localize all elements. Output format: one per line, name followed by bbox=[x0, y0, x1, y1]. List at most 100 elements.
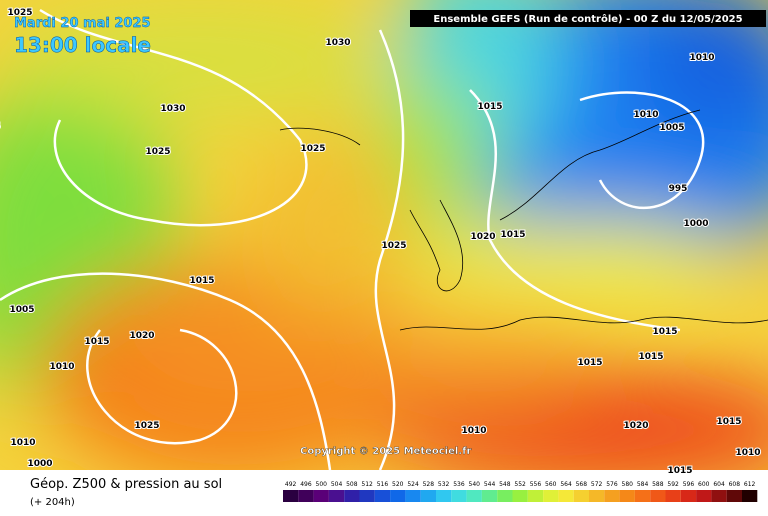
legend-label: 604 bbox=[713, 481, 725, 488]
legend-label: 504 bbox=[331, 481, 343, 488]
isobar-label: 1025 bbox=[381, 241, 406, 251]
legend-label: 508 bbox=[346, 481, 358, 488]
legend-label: 612 bbox=[744, 481, 756, 488]
legend-label: 564 bbox=[560, 481, 572, 488]
legend-label: 600 bbox=[698, 481, 710, 488]
isobar-label: 1025 bbox=[0, 122, 1, 132]
legend-swatch bbox=[634, 490, 651, 502]
legend-label: 572 bbox=[591, 481, 603, 488]
copyright: Copyright © 2025 Meteociel.fr bbox=[300, 446, 471, 457]
legend-swatch bbox=[527, 490, 544, 502]
isobar-label: 1015 bbox=[652, 327, 677, 337]
legend-swatch bbox=[359, 490, 375, 502]
run-box bbox=[410, 10, 766, 27]
legend-swatch bbox=[328, 490, 345, 502]
legend-swatch bbox=[420, 490, 436, 502]
legend-label: 596 bbox=[683, 481, 695, 488]
coastlines bbox=[279, 109, 768, 331]
isobar-label: 1025 bbox=[134, 421, 159, 431]
isobar-label: 995 bbox=[669, 184, 688, 194]
isobar-label: 1015 bbox=[667, 466, 692, 476]
legend-swatch bbox=[589, 490, 605, 502]
legend-label: 580 bbox=[622, 481, 634, 488]
isobar-label: 1005 bbox=[659, 123, 684, 133]
legend-swatch bbox=[497, 490, 513, 502]
isobar-label: 1020 bbox=[623, 421, 648, 431]
time-label: 13:00 locale bbox=[14, 33, 151, 57]
isobar-label: 1015 bbox=[500, 230, 525, 240]
legend-label: 544 bbox=[484, 481, 496, 488]
isobar-label: 1015 bbox=[189, 276, 214, 286]
legend-swatch bbox=[512, 490, 528, 502]
isobar-label: 1015 bbox=[638, 352, 663, 362]
legend-swatch bbox=[405, 490, 421, 502]
legend-label: 584 bbox=[637, 481, 649, 488]
legend-swatch bbox=[573, 490, 589, 502]
isobar-label: 1005 bbox=[9, 305, 34, 315]
isobar-label: 1015 bbox=[477, 102, 502, 112]
legend-swatch bbox=[604, 490, 620, 502]
isobar-label: 1020 bbox=[470, 232, 495, 242]
legend-swatch bbox=[481, 490, 498, 502]
legend-label: 532 bbox=[438, 481, 450, 488]
legend-label: 492 bbox=[285, 481, 297, 488]
field bbox=[0, 0, 768, 470]
isobar-label: 1015 bbox=[577, 358, 602, 368]
isobar-label: 1025 bbox=[145, 147, 170, 157]
legend-swatch bbox=[665, 490, 681, 502]
isobar-label: 1010 bbox=[735, 448, 760, 458]
legend-label: 576 bbox=[606, 481, 618, 488]
isobar-label: 1030 bbox=[160, 104, 185, 114]
legend-label: 548 bbox=[499, 481, 511, 488]
legend-swatch bbox=[680, 490, 697, 502]
isobar-label: 1010 bbox=[689, 53, 714, 63]
isobar-label: 1000 bbox=[683, 219, 708, 229]
isobar-label: 1030 bbox=[325, 38, 350, 48]
legend-swatch bbox=[283, 490, 299, 502]
legend-label: 524 bbox=[407, 481, 419, 488]
legend-swatch bbox=[344, 490, 360, 502]
legend-label: 556 bbox=[530, 481, 542, 488]
isobar-label: 1015 bbox=[716, 417, 741, 427]
isobar-label: 1025 bbox=[7, 8, 32, 18]
isobar-label: 1000 bbox=[27, 459, 52, 469]
legend-swatch bbox=[742, 490, 758, 502]
legend-label: 552 bbox=[514, 481, 526, 488]
legend-swatch bbox=[543, 490, 559, 502]
legend-swatch bbox=[726, 490, 742, 502]
legend-swatch bbox=[558, 490, 574, 502]
legend-label: 588 bbox=[652, 481, 664, 488]
footer-subtitle: (+ 204h) bbox=[30, 497, 75, 508]
legend-swatch bbox=[436, 490, 452, 502]
isobar-label: 1010 bbox=[633, 110, 658, 120]
legend-label: 496 bbox=[300, 481, 312, 488]
isobar-lines bbox=[0, 8, 705, 470]
legend-swatch bbox=[696, 490, 712, 502]
legend-swatch bbox=[466, 490, 482, 502]
isobar-label: 1010 bbox=[49, 362, 74, 372]
legend-label: 520 bbox=[392, 481, 404, 488]
legend-label: 608 bbox=[729, 481, 741, 488]
legend-label: 592 bbox=[667, 481, 679, 488]
legend-label: 536 bbox=[453, 481, 465, 488]
isobar-label: 1020 bbox=[129, 331, 154, 341]
legend-label: 512 bbox=[361, 481, 373, 488]
legend-label: 528 bbox=[423, 481, 435, 488]
legend-swatch bbox=[313, 490, 329, 502]
footer-title: Géop. Z500 & pression au sol bbox=[30, 477, 222, 492]
run-label: Ensemble GEFS (Run de contrôle) - 00 Z d… bbox=[433, 13, 742, 25]
legend-swatch bbox=[390, 490, 406, 502]
legend-label: 516 bbox=[377, 481, 389, 488]
legend-label: 500 bbox=[316, 481, 328, 488]
legend-swatch bbox=[298, 490, 314, 502]
isobar-label: 1025 bbox=[300, 144, 325, 154]
legend-swatch bbox=[711, 490, 727, 502]
isobar-label: 1010 bbox=[461, 426, 486, 436]
legend-swatch bbox=[374, 490, 391, 502]
legend-swatch bbox=[619, 490, 635, 502]
legend-swatch bbox=[451, 490, 467, 502]
legend-swatch bbox=[650, 490, 666, 502]
isobar-label: 1010 bbox=[10, 438, 35, 448]
legend-label: 560 bbox=[545, 481, 557, 488]
